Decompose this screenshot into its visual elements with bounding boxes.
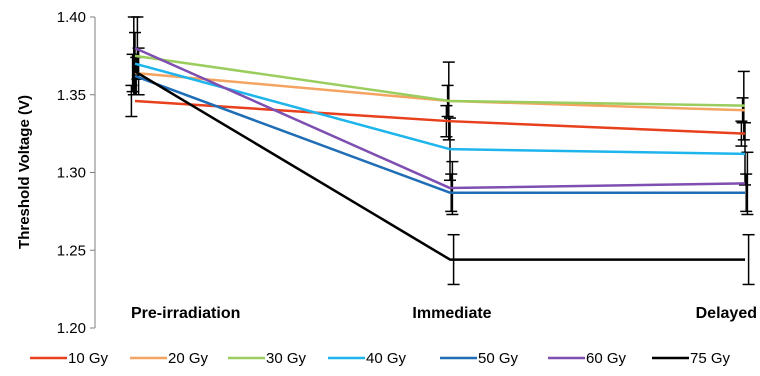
y-axis: 1.20 1.25 1.30 1.35 1.40	[57, 9, 96, 337]
legend-item: 40 Gy	[328, 350, 407, 367]
error-bar	[742, 233, 755, 286]
series-line-50-gy	[134, 74, 745, 194]
legend-label: 40 Gy	[366, 350, 407, 367]
error-bar	[740, 173, 753, 213]
series-line-75-gy	[134, 70, 745, 261]
legend-label: 30 Gy	[266, 350, 307, 367]
legend-label: 10 Gy	[68, 350, 109, 367]
legend-item: 75 Gy	[652, 350, 731, 367]
y-axis-title: Threshold Voltage (V)	[16, 95, 33, 249]
legend-label: 60 Gy	[586, 350, 627, 367]
y-tick-label: 1.40	[57, 9, 86, 26]
series-line-30-gy	[134, 54, 746, 107]
legend-item: 50 Gy	[440, 350, 519, 367]
y-tick-label: 1.25	[57, 242, 86, 259]
category-labels: Pre-irradiation Immediate Delayed	[131, 305, 757, 322]
series-line-60-gy	[134, 46, 746, 190]
category-label: Delayed	[696, 305, 757, 322]
legend-label: 50 Gy	[478, 350, 519, 367]
legend-item: 20 Gy	[130, 350, 209, 367]
legend-item: 30 Gy	[228, 350, 307, 367]
y-tick-label: 1.30	[57, 165, 86, 182]
category-label: Immediate	[412, 305, 491, 322]
series-lines	[134, 46, 746, 261]
category-label: Pre-irradiation	[131, 305, 240, 322]
legend-item: 60 Gy	[548, 350, 627, 367]
legend-item: 10 Gy	[30, 350, 109, 367]
legend-label: 75 Gy	[690, 350, 731, 367]
legend: 10 Gy 20 Gy 30 Gy 40 Gy 50 Gy 60 Gy 75 Gy	[30, 350, 731, 367]
error-bar	[741, 151, 754, 216]
y-tick-label: 1.35	[57, 87, 86, 104]
series-line-40-gy	[134, 62, 746, 156]
series-line-10-gy	[134, 99, 746, 135]
error-bars	[125, 16, 755, 286]
y-tick-label: 1.20	[57, 320, 86, 337]
legend-label: 20 Gy	[168, 350, 209, 367]
y-axis-ticks: 1.20 1.25 1.30 1.35 1.40	[57, 9, 95, 337]
